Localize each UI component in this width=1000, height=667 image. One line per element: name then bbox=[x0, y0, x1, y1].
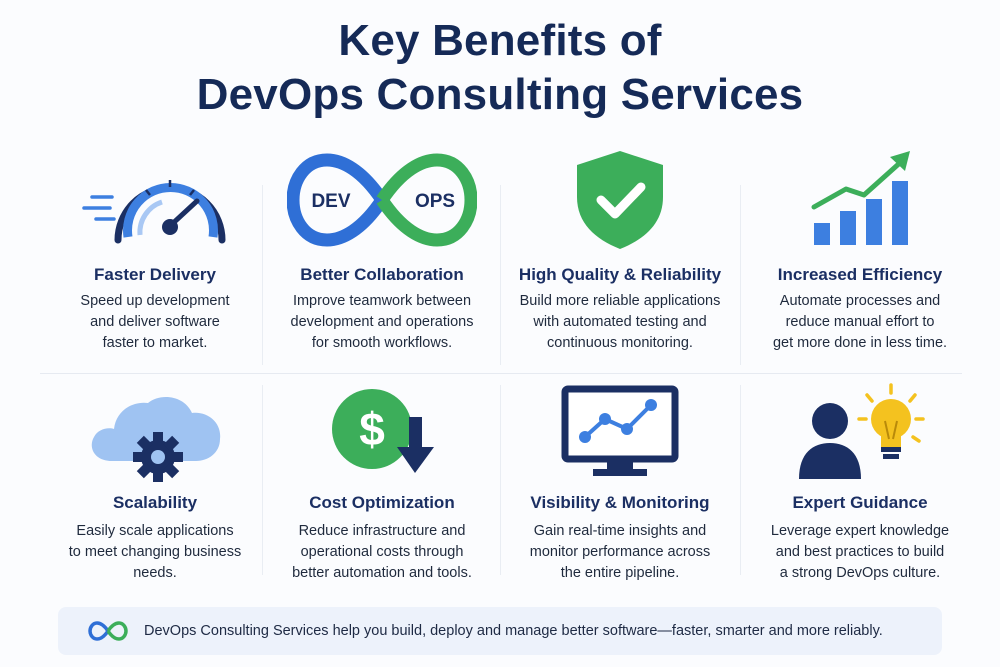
description-line: a strong DevOps culture. bbox=[779, 565, 941, 581]
description-line: Easily scale applications bbox=[76, 523, 234, 539]
expert-lightbulb-icon bbox=[745, 383, 975, 493]
description-line: Improve teamwork between bbox=[292, 293, 472, 309]
description-line: development and operations bbox=[290, 314, 474, 330]
monitor-graph-icon bbox=[505, 383, 735, 493]
description-line: better automation and tools. bbox=[292, 565, 472, 581]
description-line: reduce manual effort to bbox=[785, 314, 935, 330]
infinity-loop-icon: DEV OPS bbox=[267, 145, 497, 255]
description-line: Build more reliable applications bbox=[519, 293, 721, 309]
benefit-description: Speed up development and deliver softwar… bbox=[50, 291, 260, 354]
description-line: with automated testing and bbox=[533, 314, 707, 330]
benefit-description: Leverage expert knowledge and best pract… bbox=[755, 521, 965, 584]
benefit-description: Reduce infrastructure and operational co… bbox=[267, 521, 497, 584]
benefit-card-high-quality: High Quality & Reliability Build more re… bbox=[505, 145, 735, 373]
shield-check-icon bbox=[505, 145, 735, 255]
description-line: monitor performance across bbox=[529, 544, 711, 560]
page-title: Key Benefits of DevOps Consulting Servic… bbox=[0, 14, 1000, 122]
divider bbox=[740, 185, 741, 365]
description-line: continuous monitoring. bbox=[547, 335, 693, 351]
description-line: Gain real-time insights and bbox=[533, 523, 707, 539]
ops-label: OPS bbox=[415, 191, 455, 212]
benefit-card-cost-optimization: $ Cost Optimization Reduce infrastructur… bbox=[267, 383, 497, 583]
description-line: operational costs through bbox=[300, 544, 464, 560]
description-line: Automate processes and bbox=[779, 293, 941, 309]
growth-chart-icon bbox=[745, 145, 975, 255]
benefit-card-visibility-monitoring: Visibility & Monitoring Gain real-time i… bbox=[505, 383, 735, 583]
description-line: needs. bbox=[133, 565, 177, 581]
benefits-grid: Faster Delivery Speed up development and… bbox=[40, 145, 962, 585]
dollar-sign: $ bbox=[359, 403, 385, 455]
benefit-title: Visibility & Monitoring bbox=[530, 493, 710, 512]
divider bbox=[40, 373, 962, 374]
benefit-description: Improve teamwork between development and… bbox=[267, 291, 497, 354]
dollar-down-icon: $ bbox=[267, 383, 497, 493]
dev-label: DEV bbox=[311, 191, 350, 212]
benefit-description: Automate processes and reduce manual eff… bbox=[755, 291, 965, 354]
description-line: and deliver software bbox=[90, 314, 220, 330]
benefit-description: Build more reliable applications with au… bbox=[505, 291, 735, 354]
benefit-description: Easily scale applications to meet changi… bbox=[50, 521, 260, 584]
description-line: and best practices to build bbox=[775, 544, 945, 560]
speedometer-icon bbox=[40, 145, 270, 255]
benefit-description: Gain real-time insights and monitor perf… bbox=[505, 521, 735, 584]
description-line: faster to market. bbox=[102, 335, 208, 351]
benefit-card-expert-guidance: Expert Guidance Leverage expert knowledg… bbox=[745, 383, 975, 583]
description-line: for smooth workflows. bbox=[311, 335, 453, 351]
divider bbox=[262, 185, 263, 365]
divider bbox=[262, 385, 263, 575]
benefit-card-increased-efficiency: Increased Efficiency Automate processes … bbox=[745, 145, 975, 373]
divider bbox=[500, 185, 501, 365]
benefit-title: High Quality & Reliability bbox=[518, 265, 722, 284]
footer-text: DevOps Consulting Services help you buil… bbox=[144, 623, 883, 639]
cloud-gear-icon bbox=[40, 383, 270, 493]
description-line: to meet changing business bbox=[68, 544, 242, 560]
description-line: the entire pipeline. bbox=[560, 565, 680, 581]
infinity-icon bbox=[88, 621, 128, 641]
benefit-title: Cost Optimization bbox=[309, 493, 455, 512]
description-line: Speed up development bbox=[80, 293, 230, 309]
benefit-card-scalability: Scalability Easily scale applications to… bbox=[40, 383, 270, 583]
benefit-title: Faster Delivery bbox=[94, 265, 216, 284]
benefit-title: Expert Guidance bbox=[792, 493, 928, 512]
divider bbox=[740, 385, 741, 575]
benefit-card-faster-delivery: Faster Delivery Speed up development and… bbox=[40, 145, 270, 373]
benefit-title: Increased Efficiency bbox=[777, 265, 943, 284]
title-line-2: DevOps Consulting Services bbox=[196, 70, 804, 119]
description-line: get more done in less time. bbox=[772, 335, 948, 351]
title-line-1: Key Benefits of bbox=[338, 16, 662, 65]
benefit-title: Scalability bbox=[112, 493, 198, 512]
divider bbox=[500, 385, 501, 575]
description-line: Reduce infrastructure and bbox=[298, 523, 466, 539]
benefit-card-better-collaboration: DEV OPS Better Collaboration Improve tea… bbox=[267, 145, 497, 373]
footer-banner: DevOps Consulting Services help you buil… bbox=[58, 607, 942, 655]
benefit-title: Better Collaboration bbox=[300, 265, 464, 284]
description-line: Leverage expert knowledge bbox=[770, 523, 950, 539]
